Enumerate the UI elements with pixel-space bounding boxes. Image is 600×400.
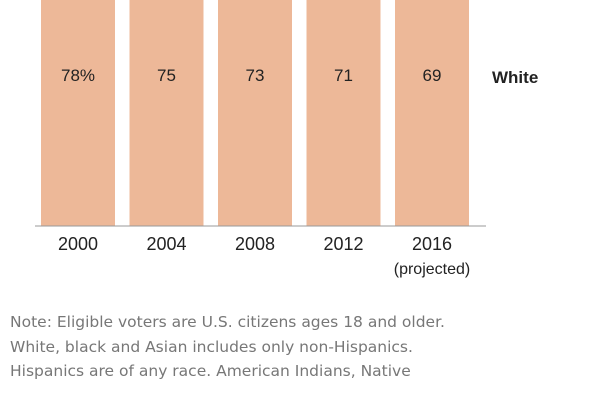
bar-white-2012: [306, 0, 381, 226]
x-tick-label-2016: 2016: [412, 234, 452, 254]
note-line-1: Note: Eligible voters are U.S. citizens …: [10, 313, 445, 331]
x-tick-label-2004: 2004: [146, 234, 186, 254]
chart-note: Note: Eligible voters are U.S. citizens …: [10, 310, 595, 384]
x-tick-sublabel-2016: (projected): [394, 261, 470, 278]
x-tick-label-2008: 2008: [235, 234, 275, 254]
x-tick-labels-layer: 2000 2004 2008 2012 2016 (projected): [58, 234, 470, 278]
note-line-2: White, black and Asian includes only non…: [10, 337, 413, 356]
value-label-2016: 69: [423, 66, 442, 85]
value-labels-layer: 78% 75 73 71 69: [61, 66, 441, 85]
value-label-2000: 78%: [61, 66, 95, 85]
note-line-3: Hispanics are of any race. American Indi…: [10, 362, 411, 380]
bar-white-2016: [395, 0, 469, 226]
value-label-2008: 73: [246, 66, 265, 85]
value-label-2012: 71: [334, 66, 353, 85]
bar-white-2000: [41, 0, 115, 226]
series-label-white: White: [492, 68, 538, 87]
x-tick-label-2012: 2012: [323, 234, 363, 254]
bars-layer: [41, 0, 469, 226]
x-tick-label-2000: 2000: [58, 234, 98, 254]
bar-white-2004: [129, 0, 204, 226]
value-label-2004: 75: [157, 66, 176, 85]
stacked-bar-chart: 78% 75 73 71 69 2000 2004 2008 2012 2016 (project…: [35, 0, 538, 278]
bar-white-2008: [218, 0, 292, 226]
